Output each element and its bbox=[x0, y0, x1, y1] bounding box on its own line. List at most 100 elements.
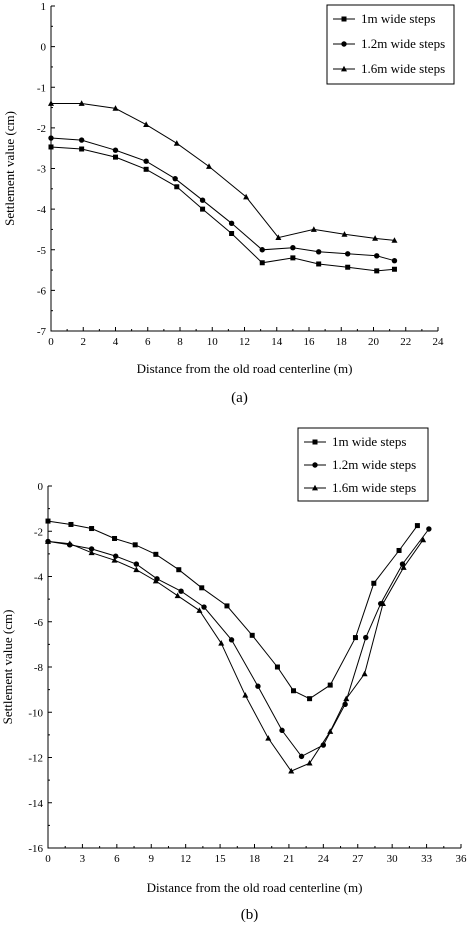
data-point bbox=[153, 551, 159, 557]
data-point bbox=[199, 197, 206, 203]
data-point bbox=[78, 100, 85, 106]
data-point bbox=[200, 206, 206, 212]
y-tick-label: 1 bbox=[41, 1, 47, 13]
data-point bbox=[112, 147, 119, 153]
data-point bbox=[274, 664, 280, 670]
series-line bbox=[47, 520, 418, 700]
data-point bbox=[275, 234, 282, 240]
data-point bbox=[143, 166, 149, 172]
y-tick-label: -2 bbox=[37, 123, 46, 135]
series-square bbox=[45, 518, 420, 702]
x-tick-label: 9 bbox=[149, 853, 155, 865]
data-point bbox=[143, 121, 150, 128]
data-point bbox=[259, 247, 265, 253]
x-tick-label: 3 bbox=[80, 853, 86, 865]
data-point bbox=[88, 546, 95, 552]
x-tick-label: 14 bbox=[271, 336, 283, 348]
data-point bbox=[176, 567, 182, 573]
y-tick-label: 0 bbox=[38, 481, 44, 493]
x-tick-label: 12 bbox=[239, 336, 250, 348]
series-line bbox=[50, 137, 395, 262]
y-axis-title: Settlement value (cm) bbox=[0, 610, 15, 725]
data-point bbox=[371, 580, 377, 586]
x-tick-label: 30 bbox=[387, 853, 399, 865]
data-point bbox=[66, 540, 73, 547]
chart-panel-a: 0 2 4 6 8 10 12 14 16 18 20 22 2410-1-2-3-4-5-6-7Dis… bbox=[2, 1, 455, 406]
data-point bbox=[229, 231, 235, 236]
data-point bbox=[196, 607, 203, 613]
data-point bbox=[172, 175, 178, 182]
legend-marker bbox=[312, 462, 318, 468]
data-point bbox=[316, 261, 322, 267]
data-point bbox=[327, 728, 334, 734]
x-tick-label: 4 bbox=[113, 336, 119, 348]
data-point bbox=[290, 245, 296, 251]
data-point bbox=[132, 542, 138, 548]
data-point bbox=[426, 526, 432, 532]
data-point bbox=[372, 235, 379, 241]
y-tick-label: -10 bbox=[28, 707, 43, 719]
data-point bbox=[352, 635, 358, 641]
data-point bbox=[78, 137, 85, 143]
data-point bbox=[79, 146, 85, 152]
x-tick-label: 22 bbox=[400, 336, 411, 348]
data-point bbox=[112, 105, 119, 111]
x-axis-title: Distance from the old road centerline (m… bbox=[147, 880, 363, 895]
data-point bbox=[143, 158, 149, 164]
data-point bbox=[288, 767, 295, 774]
legend: 1m wide steps 1.2m wide steps 1.6m wide st… bbox=[297, 427, 429, 502]
data-point bbox=[341, 231, 348, 237]
x-axis-title: Distance from the old road centerline (m… bbox=[137, 361, 353, 376]
y-tick-label: -14 bbox=[28, 798, 43, 810]
legend-marker bbox=[341, 65, 347, 72]
data-point bbox=[152, 577, 159, 584]
data-point bbox=[173, 140, 180, 146]
y-tick-label: -12 bbox=[28, 753, 43, 765]
x-tick-label: 15 bbox=[215, 853, 227, 865]
data-point bbox=[249, 632, 255, 638]
data-point bbox=[174, 592, 181, 599]
x-tick-label: 20 bbox=[368, 336, 380, 348]
x-tick-label: 8 bbox=[177, 336, 183, 348]
series-square bbox=[48, 144, 397, 274]
data-point bbox=[307, 696, 313, 702]
data-point bbox=[255, 683, 261, 689]
data-point bbox=[279, 727, 285, 734]
legend-marker bbox=[341, 16, 347, 22]
data-point bbox=[111, 557, 118, 563]
data-point bbox=[133, 561, 140, 567]
data-point bbox=[374, 268, 380, 274]
x-tick-label: 18 bbox=[336, 336, 348, 348]
data-point bbox=[265, 735, 272, 741]
x-tick-label: 10 bbox=[207, 336, 219, 348]
data-point bbox=[228, 220, 235, 227]
data-point bbox=[414, 523, 420, 529]
data-point bbox=[242, 692, 249, 698]
data-point bbox=[400, 564, 407, 570]
legend-label: 1.6m wide steps bbox=[332, 480, 416, 495]
series-line bbox=[47, 528, 430, 758]
data-point bbox=[290, 255, 296, 261]
x-tick-label: 36 bbox=[456, 853, 468, 865]
legend: 1m wide steps 1.2m wide steps 1.6m wide st… bbox=[326, 4, 455, 85]
data-point bbox=[218, 640, 225, 646]
y-tick-label: -16 bbox=[28, 843, 43, 855]
legend-label: 1.2m wide steps bbox=[332, 457, 416, 472]
series-line bbox=[51, 103, 395, 241]
data-point bbox=[178, 588, 184, 594]
x-tick-label: 18 bbox=[249, 853, 261, 865]
series-circle bbox=[45, 526, 432, 760]
data-point bbox=[68, 521, 74, 527]
data-point bbox=[133, 566, 140, 573]
data-point bbox=[112, 535, 118, 541]
y-tick-label: -3 bbox=[37, 164, 47, 176]
legend-label: 1.6m wide steps bbox=[361, 61, 445, 76]
data-point bbox=[224, 603, 230, 609]
data-point bbox=[45, 538, 51, 544]
data-point bbox=[291, 688, 297, 694]
data-point bbox=[310, 226, 317, 232]
x-tick-label: 16 bbox=[304, 336, 316, 348]
x-tick-label: 27 bbox=[352, 853, 364, 865]
x-tick-label: 33 bbox=[421, 853, 433, 865]
data-point bbox=[48, 100, 54, 106]
